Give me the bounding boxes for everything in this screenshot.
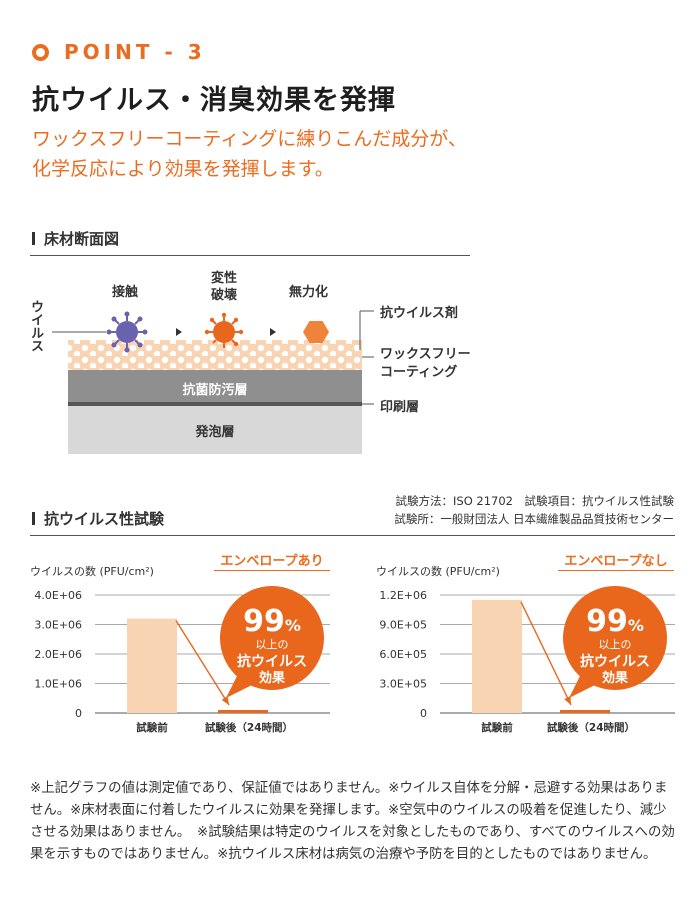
chart1-ylabel: ウイルスの数 (PFU/cm²) (30, 565, 154, 578)
chart1-badge-line3: 効果 (259, 670, 285, 686)
chart2-tick-label: 1.2E+06 (379, 589, 427, 602)
chart1-tick-label: 2.0E+06 (34, 648, 82, 661)
section-marker-icon-2 (32, 512, 35, 525)
print-label: 印刷層 (380, 400, 420, 415)
page-title: 抗ウイルス・消臭効果を発揮 (32, 85, 396, 116)
chart2-ylabel: ウイルスの数 (PFU/cm²) (376, 565, 500, 578)
chart2-badge-tail (569, 674, 597, 698)
chart1-decrease-arrow (175, 620, 230, 706)
point-circle-icon (32, 44, 49, 61)
chart1-arrow-head-icon (221, 696, 229, 705)
chart2-decrease-arrow (520, 601, 572, 706)
chart1-tick-label: 1.0E+06 (34, 678, 82, 691)
chart1-category-label: 試験後（24時間） (205, 721, 293, 734)
cross-section-rule (30, 255, 470, 256)
lead-text: ワックスフリーコーティングに練りこんだ成分が、 化学反応により効果を発揮します。 (32, 124, 467, 184)
chart1-category-label: 試験前 (136, 721, 168, 734)
chart2-bar-before (472, 599, 522, 713)
stage-neutralize-label: 無力化 (289, 285, 329, 300)
virus-label: ウイルス (28, 300, 43, 352)
chart2-category-label: 試験前 (481, 721, 513, 734)
chart2-arrow-head-icon (564, 696, 571, 705)
section-marker-icon (32, 232, 35, 245)
chart2-badge-line1: 以上の (599, 638, 632, 651)
chart1: 0 1.0E+06 2.0E+06 3.0E+06 4.0E+06 試験前 試験後（24時間… (34, 586, 330, 734)
chart2-badge-circle (563, 586, 667, 690)
print-layer (68, 402, 362, 406)
coating-dots (68, 340, 362, 370)
cross-section-diagram (52, 310, 374, 454)
chart2-tick-label: 9.0E+05 (379, 619, 427, 632)
test-section-title: 抗ウイルス性試験 (44, 510, 165, 528)
lead-line-1: ワックスフリーコーティングに練りこんだ成分が、 (32, 128, 467, 150)
chart2-badge-percent: 99% (586, 604, 644, 639)
chart1-bar-before (127, 618, 177, 713)
chart1-badge-percent: 99% (243, 604, 301, 639)
chart2-condition: エンベロープなし (564, 554, 668, 569)
chart1-tick-label: 0 (75, 707, 82, 720)
arrow-right-icon (176, 328, 182, 336)
chart2: 0 3.0E+05 6.0E+05 9.0E+05 1.2E+06 試験前 試験後（24時間… (379, 586, 675, 734)
chart2-badge-line3: 効果 (602, 670, 628, 686)
cross-section-title: 床材断面図 (44, 230, 120, 248)
foam-layer (68, 406, 362, 454)
chart2-category-label: 試験後（24時間） (547, 721, 635, 734)
test-method: 試験方法：ISO 21702 試験項目：抗ウイルス性試験 (395, 494, 674, 508)
point-label: POINT - 3 (64, 40, 206, 64)
chart2-condition-underline (558, 570, 674, 571)
antibacterial-label: 抗菌防汚層 (182, 383, 248, 398)
hexagon-neutralized-icon (303, 321, 329, 343)
virus-orange-icon (204, 312, 244, 348)
chart1-badge-line1: 以上の (256, 638, 289, 651)
chart2-tick-label: 6.0E+05 (379, 648, 427, 661)
test-institute: 試験所：一般財団法人 日本繊維製品品質技術センター (394, 512, 674, 526)
chart1-badge-circle (220, 586, 324, 690)
chart1-bar-after (218, 710, 268, 713)
stage-denature-label: 変性 破壊 (210, 271, 237, 303)
test-section-rule (30, 535, 675, 536)
chart2-badge-line2: 抗ウイルス (580, 653, 650, 670)
chart1-condition: エンベロープあり (220, 554, 324, 569)
coating-label: ワックスフリー コーティング (380, 347, 471, 380)
chart2-tick-label: 0 (420, 707, 427, 720)
antibacterial-layer (68, 370, 362, 402)
virus-purple-icon (106, 311, 148, 353)
chart1-badge-tail (226, 674, 254, 698)
chart2-tick-label: 3.0E+05 (379, 678, 427, 691)
chart1-condition-underline (214, 570, 330, 571)
agent-label: 抗ウイルス剤 (380, 306, 459, 321)
chart1-tick-label: 3.0E+06 (34, 619, 82, 632)
chart1-tick-label: 4.0E+06 (34, 589, 82, 602)
disclaimer-notes: ※上記グラフの値は測定値であり、保証値ではありません。※ウイルス自体を分解・忌避… (30, 781, 675, 862)
foam-label: 発泡層 (195, 425, 235, 440)
stage-contact-label: 接触 (112, 285, 139, 300)
arrow-right-icon-2 (270, 328, 276, 336)
chart1-badge-line2: 抗ウイルス (237, 653, 307, 670)
chart2-bar-after (560, 710, 610, 713)
lead-line-2: 化学反応により効果を発揮します。 (32, 158, 334, 180)
